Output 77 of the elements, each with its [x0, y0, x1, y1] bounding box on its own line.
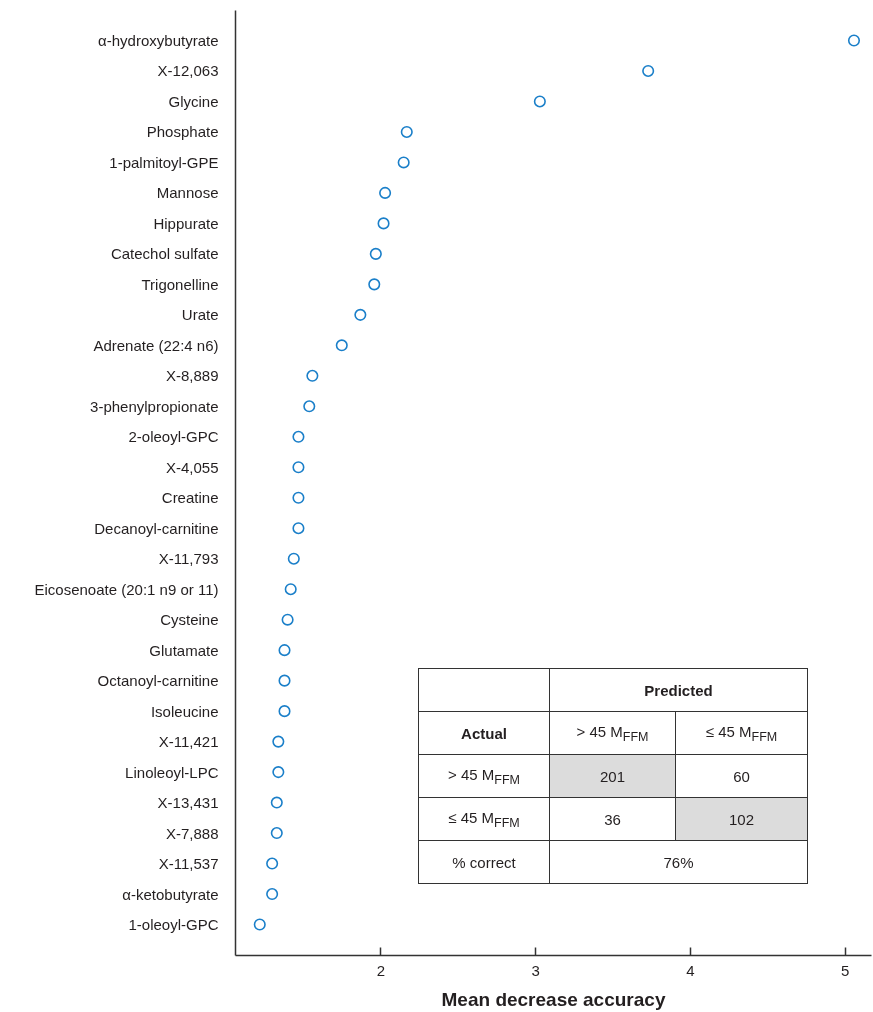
point [266, 857, 279, 870]
y-tick-label: Creatine [161, 489, 219, 507]
point [397, 156, 410, 169]
y-tick-label: X-8,889 [165, 367, 219, 385]
annotation: ≤ 45 M$_{FFM}$ [675, 711, 808, 755]
point [272, 735, 285, 748]
point [270, 827, 283, 840]
annotation: > 45 M$_{FFM}$ [418, 754, 550, 798]
point [284, 583, 297, 596]
point [278, 644, 291, 657]
point [281, 613, 294, 626]
y-tick-label: X-11,793 [158, 550, 219, 568]
y-tick-label: 1-oleoyl-GPC [128, 916, 219, 934]
point [368, 278, 381, 291]
y-tick-label: 2-oleoyl-GPC [128, 428, 219, 446]
annotation: 76% [549, 840, 808, 884]
point [379, 186, 392, 199]
annotation: Predicted [549, 668, 808, 712]
point [292, 430, 305, 443]
x-tick-label: 2 [376, 961, 386, 979]
point [292, 491, 305, 504]
point [642, 64, 655, 77]
point [253, 918, 266, 931]
y-tick-label: α-ketobutyrate [122, 885, 219, 903]
x-axis-title: Mean decrease accuracy [441, 988, 666, 1010]
annotation: 60 [675, 754, 808, 798]
annotation: 36 [549, 797, 676, 841]
y-tick-label: Catechol sulfate [110, 245, 219, 263]
y-tick-label: Octanoyl-carnitine [97, 672, 219, 690]
point [377, 217, 390, 230]
y-tick-label: X-11,537 [158, 855, 219, 873]
y-tick-label: X-11,421 [158, 733, 219, 751]
point [292, 522, 305, 535]
x-tick-label: 5 [841, 961, 850, 979]
y-tick-label: Glycine [168, 92, 219, 110]
y-tick-label: Urate [181, 306, 219, 324]
point [278, 705, 291, 718]
point [354, 308, 367, 321]
point [278, 674, 291, 687]
x-tick-label: 4 [686, 961, 695, 979]
y-tick-label: Decanoyl-carnitine [94, 519, 219, 537]
y-tick-label: X-7,888 [165, 824, 219, 842]
y-tick-label: Isoleucine [150, 702, 219, 720]
y-tick-label: X-4,055 [165, 458, 219, 476]
y-tick-label: 3-phenylpropionate [90, 397, 219, 415]
x-tick-label: 3 [531, 961, 540, 979]
point [303, 400, 316, 413]
y-tick-label: Adrenate (22:4 n6) [93, 336, 219, 354]
y-tick-label: Cysteine [160, 611, 219, 629]
y-tick-label: X-13,431 [157, 794, 219, 812]
annotation: 102 [675, 797, 808, 841]
annotation: % correct [418, 840, 550, 884]
point [533, 95, 546, 108]
annotation: 201 [549, 754, 676, 798]
y-tick-label: Eicosenoate (20:1 n9 or 11) [34, 580, 219, 598]
y-tick-label: Trigonelline [141, 275, 219, 293]
point [266, 888, 279, 901]
point [272, 766, 285, 779]
y-tick-label: Glutamate [149, 641, 219, 659]
y-tick-label: Mannose [156, 184, 219, 202]
point [369, 247, 382, 260]
y-tick-label: Linoleoyl-LPC [125, 763, 219, 781]
y-tick-label: 1-palmitoyl-GPE [109, 153, 219, 171]
point [292, 461, 305, 474]
point [270, 796, 283, 809]
y-tick-label: Phosphate [146, 123, 219, 141]
point [400, 125, 413, 138]
point [287, 552, 300, 565]
point [306, 369, 319, 382]
point [335, 339, 348, 352]
y-tick-label: Hippurate [153, 214, 219, 232]
y-tick-label: α-hydroxybutyrate [98, 31, 219, 49]
y-tick-label: X-12,063 [157, 62, 219, 80]
annotation: > 45 M$_{FFM}$ [549, 711, 676, 755]
point [847, 34, 861, 47]
annotation: Actual [418, 711, 550, 755]
annotation: ≤ 45 M$_{FFM}$ [418, 797, 550, 841]
